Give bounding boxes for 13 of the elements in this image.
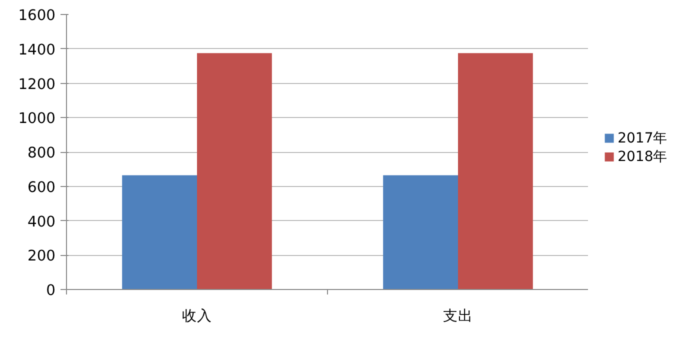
legend-label: 2017年: [618, 130, 668, 146]
y-tick-label: 600: [28, 178, 56, 196]
y-tick-label: 0: [46, 282, 56, 299]
y-tick-label: 200: [28, 248, 56, 265]
y-tick-label: 1400: [18, 41, 56, 58]
y-tick-label: 1200: [18, 76, 56, 93]
y-tick-label: 400: [28, 213, 56, 230]
legend-label: 2018年: [618, 148, 668, 165]
x-tick-label: 收入: [182, 308, 212, 324]
y-tick-label: 800: [28, 144, 56, 162]
x-tick-label: 支出: [443, 308, 473, 324]
y-tick-label: 1000: [18, 110, 56, 128]
y-tick-label: 1600: [18, 7, 56, 24]
